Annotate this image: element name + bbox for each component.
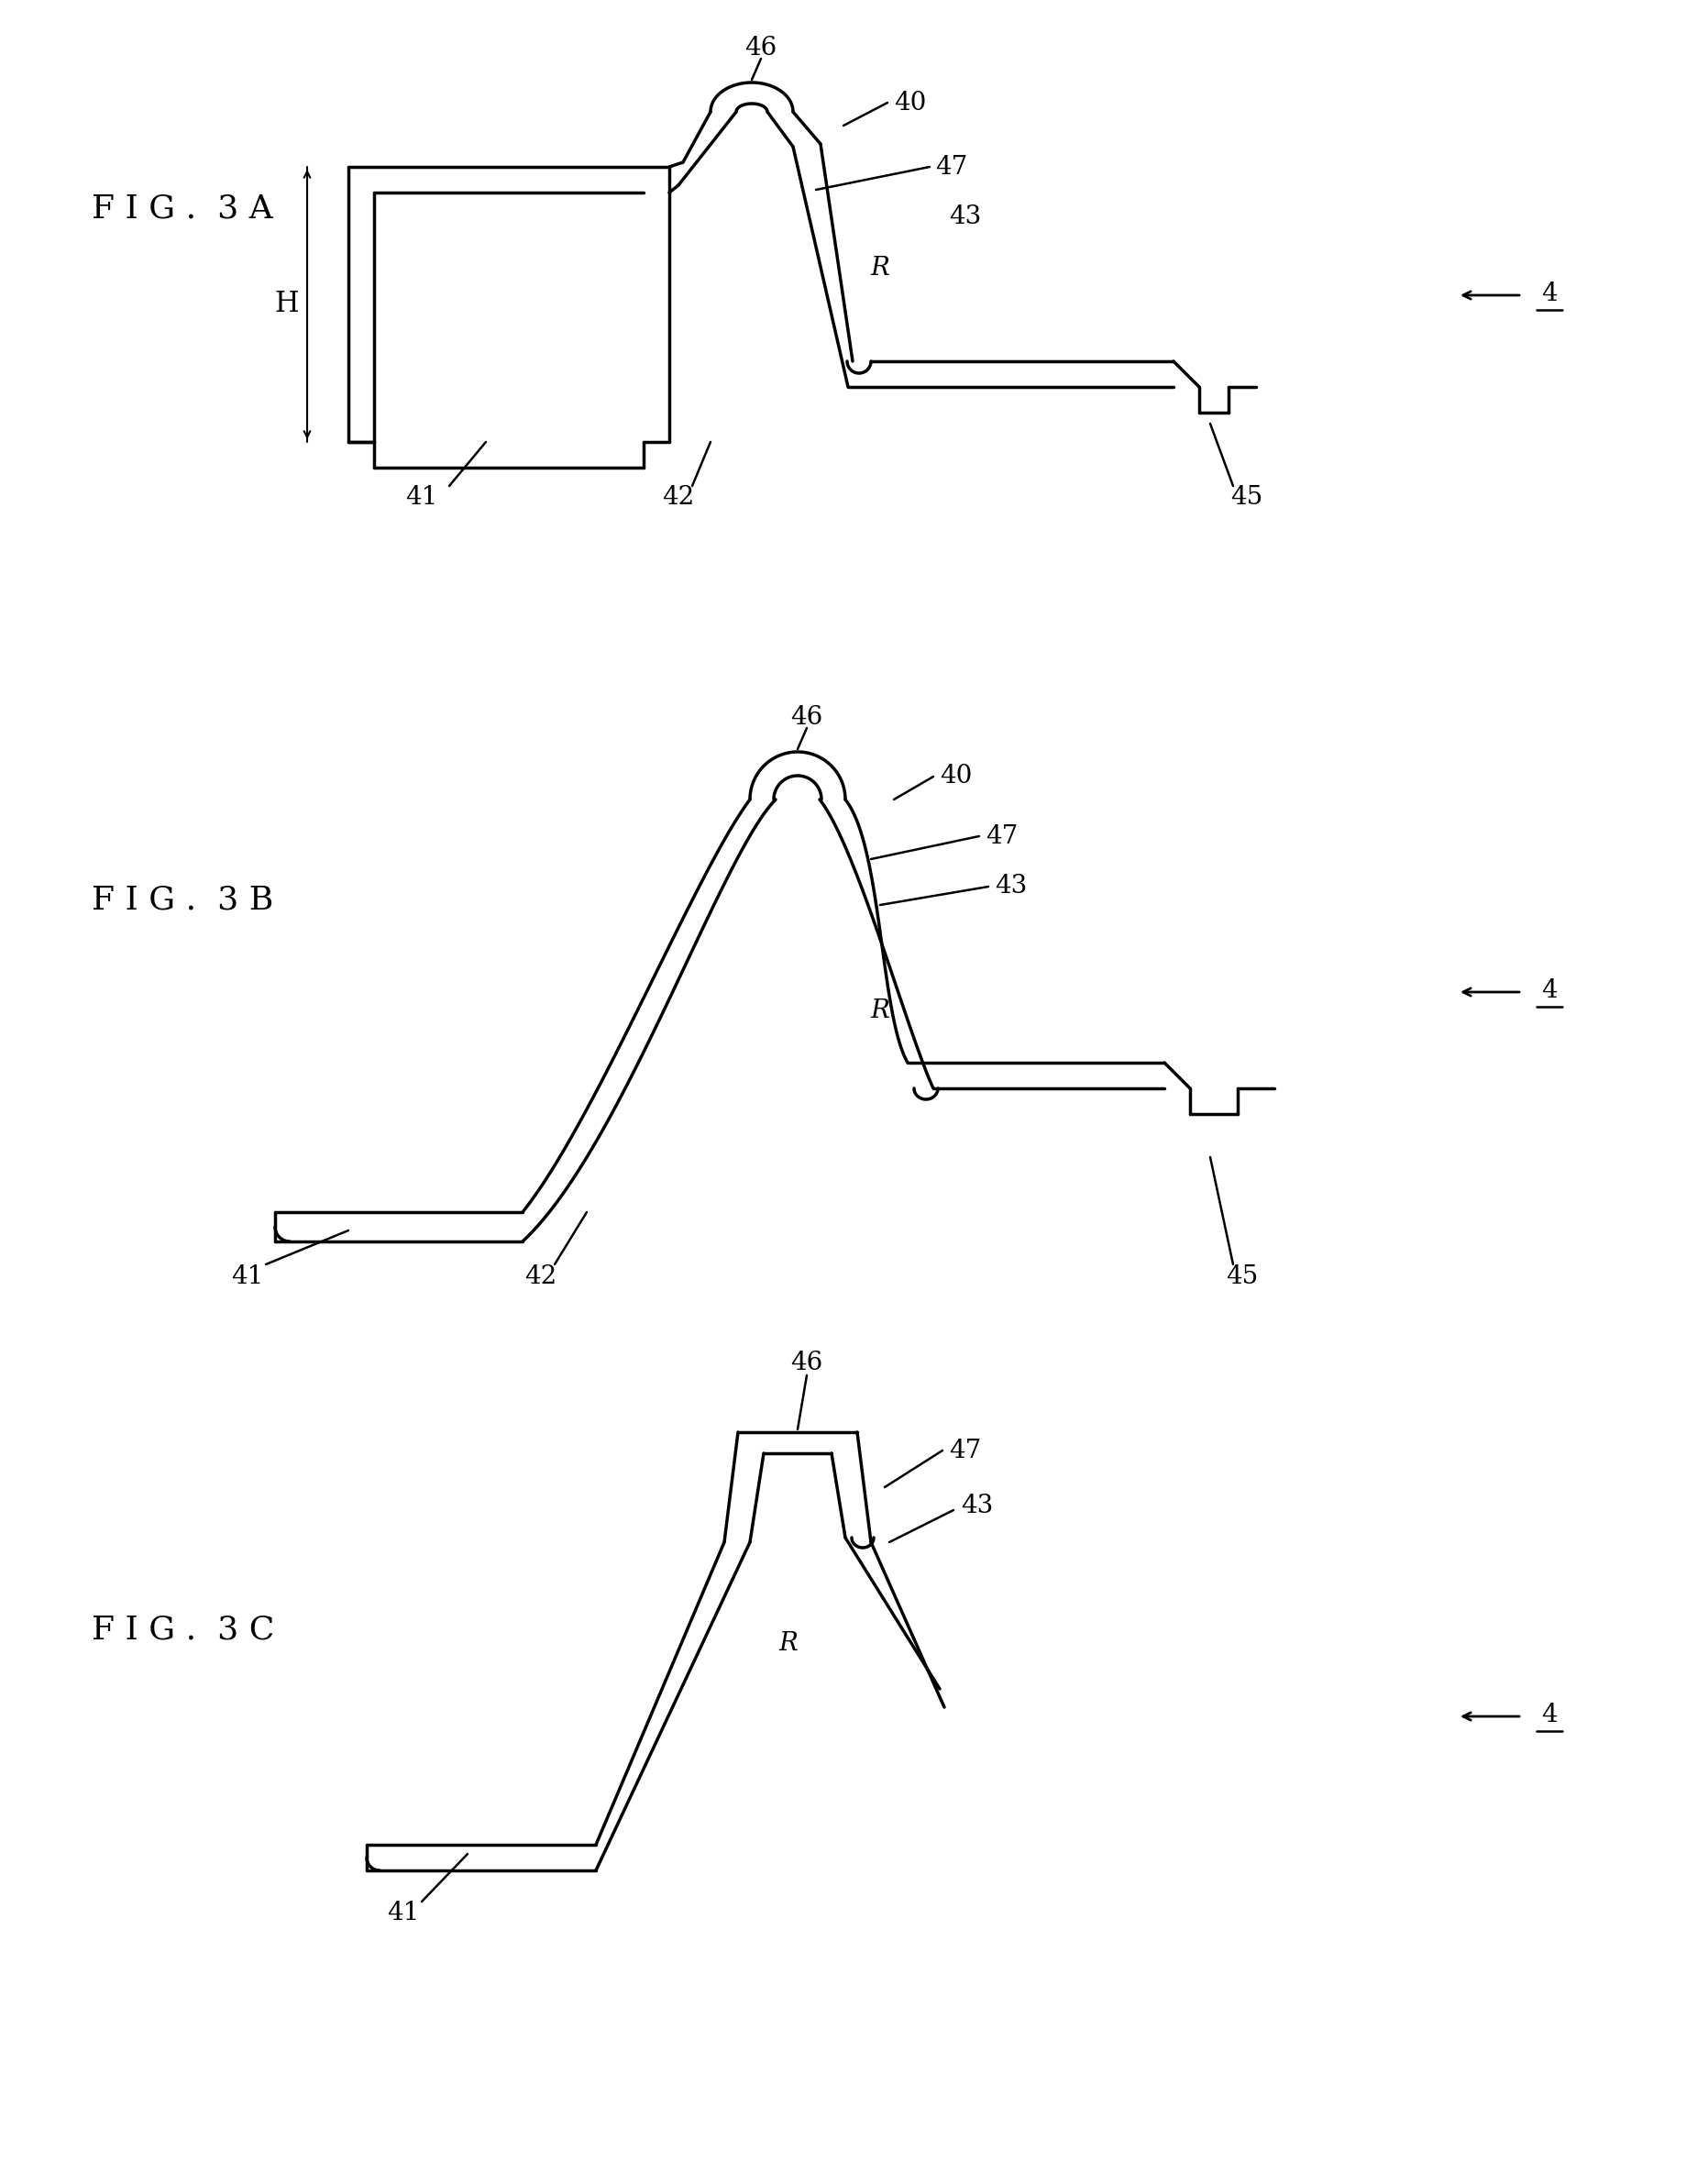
Text: 47: 47	[936, 155, 968, 179]
Text: 43: 43	[961, 1494, 993, 1518]
Text: 45: 45	[1231, 485, 1263, 509]
Text: 46: 46	[791, 1352, 823, 1376]
Text: R: R	[870, 256, 890, 280]
Text: 45: 45	[1226, 1265, 1258, 1289]
Text: 42: 42	[524, 1265, 556, 1289]
Text: 41: 41	[231, 1265, 263, 1289]
Text: 42: 42	[663, 485, 695, 509]
Text: H: H	[275, 290, 298, 319]
Text: 41: 41	[406, 485, 438, 509]
Text: 43: 43	[949, 205, 981, 229]
Text: 46: 46	[791, 705, 823, 729]
Text: 47: 47	[986, 823, 1018, 850]
Text: 4: 4	[1541, 282, 1558, 306]
Text: 43: 43	[995, 874, 1027, 900]
Text: 41: 41	[388, 1900, 420, 1926]
Text: F I G .  3 C: F I G . 3 C	[91, 1614, 275, 1645]
Text: F I G .  3 A: F I G . 3 A	[91, 192, 273, 223]
Text: 4: 4	[1541, 1701, 1558, 1728]
Text: F I G .  3 B: F I G . 3 B	[91, 885, 273, 915]
Text: 40: 40	[939, 764, 973, 788]
Text: R: R	[870, 998, 890, 1022]
Text: R: R	[779, 1631, 797, 1655]
Text: 47: 47	[949, 1437, 981, 1463]
Text: 4: 4	[1541, 978, 1558, 1002]
Text: 46: 46	[745, 35, 777, 59]
Text: 40: 40	[894, 90, 926, 116]
